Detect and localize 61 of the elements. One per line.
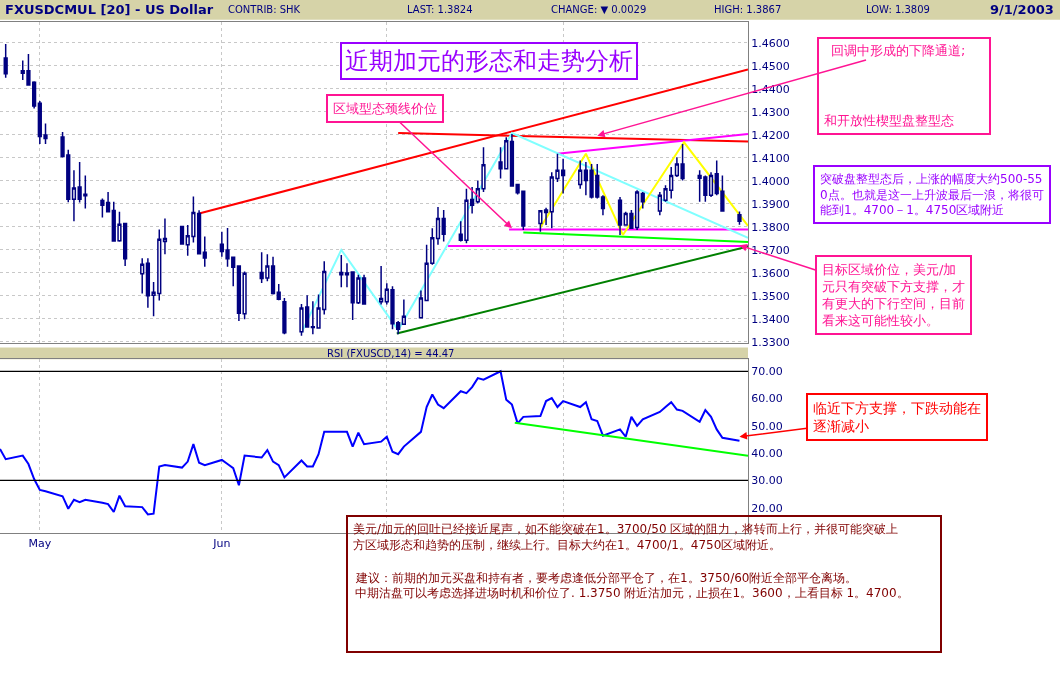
y-tick-label: 30.00 [751,474,783,488]
candlestick [737,210,742,226]
text: 建议：前期的加元买盘和持有者，要考虑逢低分部平仓了，在1。3750/60附近全部平仓离场。 [355,571,858,585]
candlestick [401,298,407,326]
candlestick [617,196,623,236]
y-tick-label: 40.00 [751,446,783,460]
text: LAST: 1.3824 [407,4,473,15]
annotation: 临近下方支撑，下跌动能在逐渐减小 [813,400,981,435]
text: 和开放性楔型盘整型态 [824,113,954,128]
candlestick [339,254,344,289]
y-tick-label: 1.4100 [751,151,790,165]
y-tick-label: 20.00 [751,501,783,515]
x-tick-label: May [28,537,52,551]
y-tick-label: 1.3900 [751,197,790,211]
candlestick [378,265,384,306]
y-tick-label: 60.00 [751,392,783,406]
text: CHANGE: ▼ 0.0029 [551,4,647,15]
y-tick-label: 1.4300 [751,105,790,119]
y-tick-label: 1.3400 [751,312,790,326]
text: FXUSDCMUL [20] - US Dollar [5,2,214,17]
candlestick [276,283,281,301]
candlestick [282,297,287,335]
candlestick [270,256,276,296]
candlestick [140,257,145,295]
candlestick [708,171,714,198]
text: CONTRIB: SHK [228,4,301,15]
candlestick [202,235,207,268]
text: HIGH: 1.3867 [714,4,782,15]
candlestick [3,43,8,79]
y-tick-label: 1.3700 [751,243,790,257]
y-tick-label: 1.3300 [751,335,790,349]
candlestick [578,159,583,190]
candlestick [344,262,350,289]
candlestick [640,191,645,210]
line-series [300,132,748,334]
y-tick-label: 70.00 [751,365,783,379]
text: 中期沽盘可以考虑选择进场时机和价位了. 1.3750 附近沽加元，止损在1。3600，上看目标 1。4700。 [355,586,909,600]
candlestick [441,209,446,243]
text: LOW: 1.3809 [866,4,930,15]
x-tick-label: Jun [212,537,231,551]
y-tick-label: 1.4600 [751,36,790,50]
y-tick-label: 1.4500 [751,59,790,73]
y-tick-label: 1.4000 [751,174,790,188]
annotation: 美元/加元的回吐已经接近尾声，如不能突破在1。3700/50 区域的阻力，将转而上行，并很可能突破上方区域形态和趋势的压制，继续上行。目标大约在1。4700/1。4750区域附近。 [353,522,899,552]
candlestick [435,206,441,246]
candlestick [600,194,606,216]
chart-title: RSI (FXUSCD,14) = 44.47 [327,348,455,359]
line-series [539,141,748,236]
text: 近期加元的形态和走势分析 [345,47,633,75]
text: 突破盘整型态后，上涨的幅度大约500-550点。也就是这一上升波最后一浪，将很可能到1。4700－1。4750区域附近 [820,172,1044,218]
candlestick [179,224,185,245]
y-tick-label: 1.3800 [751,220,790,234]
candlestick [162,217,168,255]
text: 9/1/2003 [990,2,1054,17]
annotation: 区域型态颈线价位 [333,101,437,116]
annotation: 回调中形成的下降通道; [831,43,966,58]
y-tick-label: 50.00 [751,419,783,433]
annotation: 目标区域价位，美元/加元只有突破下方支撑，才有更大的下行空间，目前看来这可能性较小。 [822,262,965,328]
y-tick-label: 1.4200 [751,128,790,142]
y-tick-label: 1.3600 [751,266,790,280]
y-tick-label: 1.3500 [751,289,790,303]
